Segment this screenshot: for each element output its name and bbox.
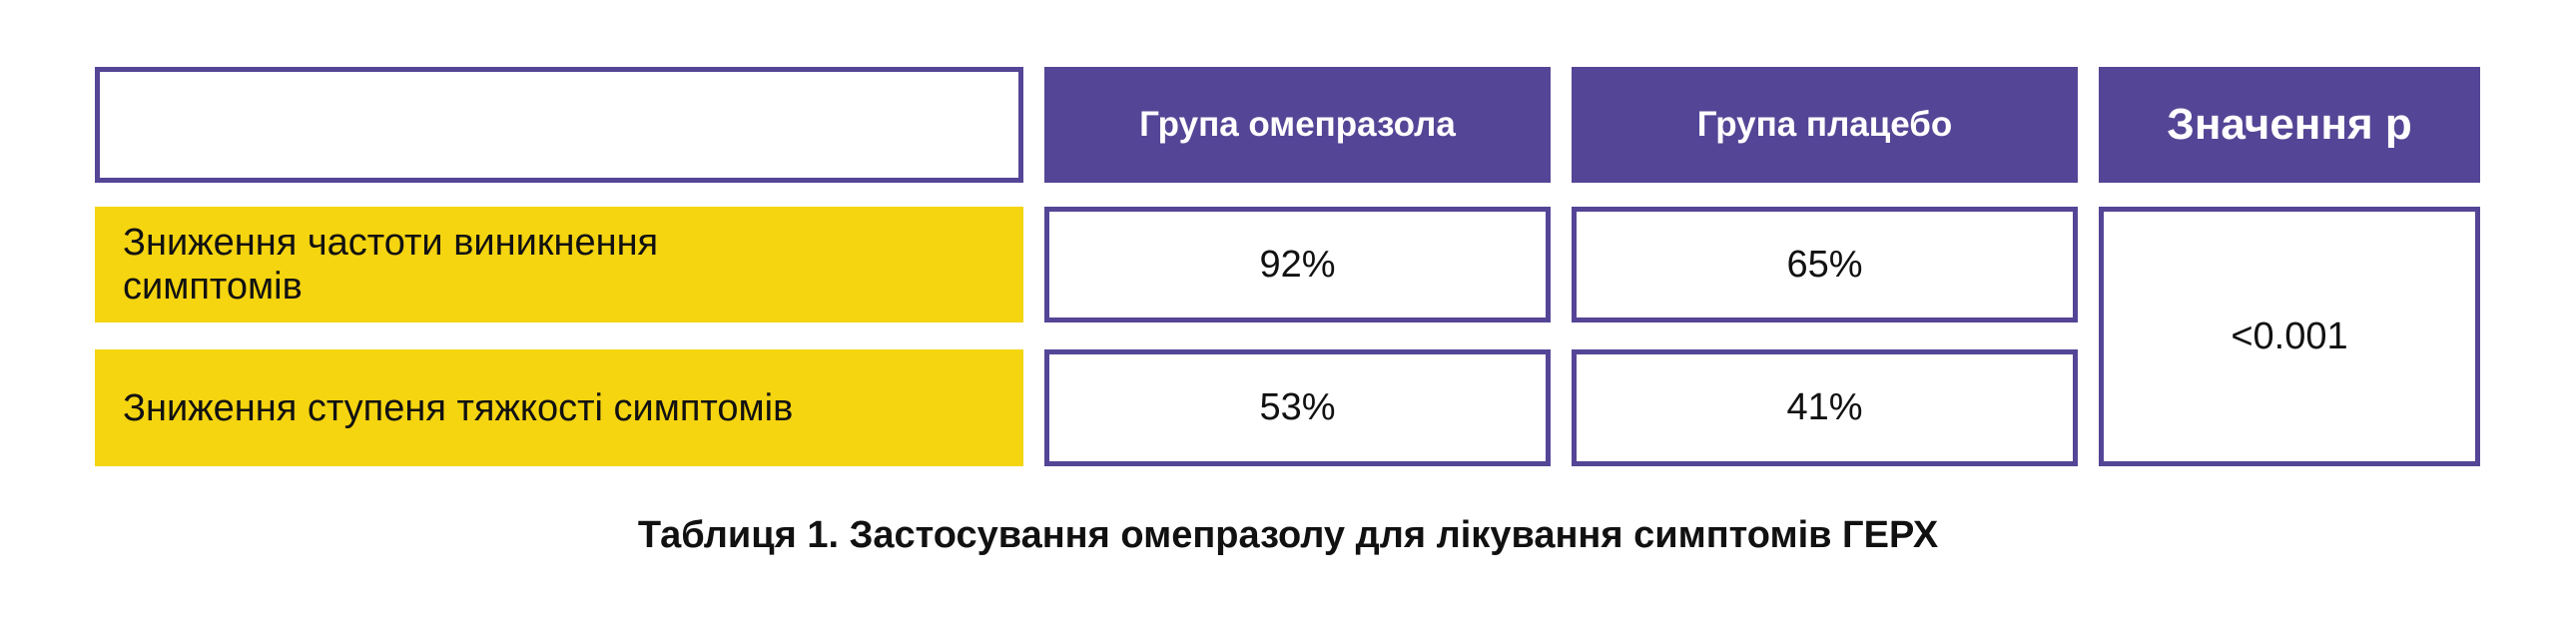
row-label-frequency: Зниження частоти виникнення симптомів xyxy=(95,207,1023,322)
p-value-cell: <0.001 xyxy=(2099,207,2480,466)
header-placebo: Група плацебо xyxy=(1572,67,2078,183)
omeprazole-frequency-value: 92% xyxy=(1044,207,1551,322)
header-p-value: Значення р xyxy=(2099,67,2480,183)
placebo-frequency-value: 65% xyxy=(1572,207,2078,322)
table-caption: Таблиця 1. Застосування омепразолу для л… xyxy=(637,514,1939,556)
omeprazole-severity-value: 53% xyxy=(1044,349,1551,466)
empty-corner-cell xyxy=(95,67,1023,183)
placebo-severity-value: 41% xyxy=(1572,349,2078,466)
row-label-severity: Зниження ступеня тяжкості симптомів xyxy=(95,349,1023,466)
header-omeprazole: Група омепразола xyxy=(1044,67,1551,183)
